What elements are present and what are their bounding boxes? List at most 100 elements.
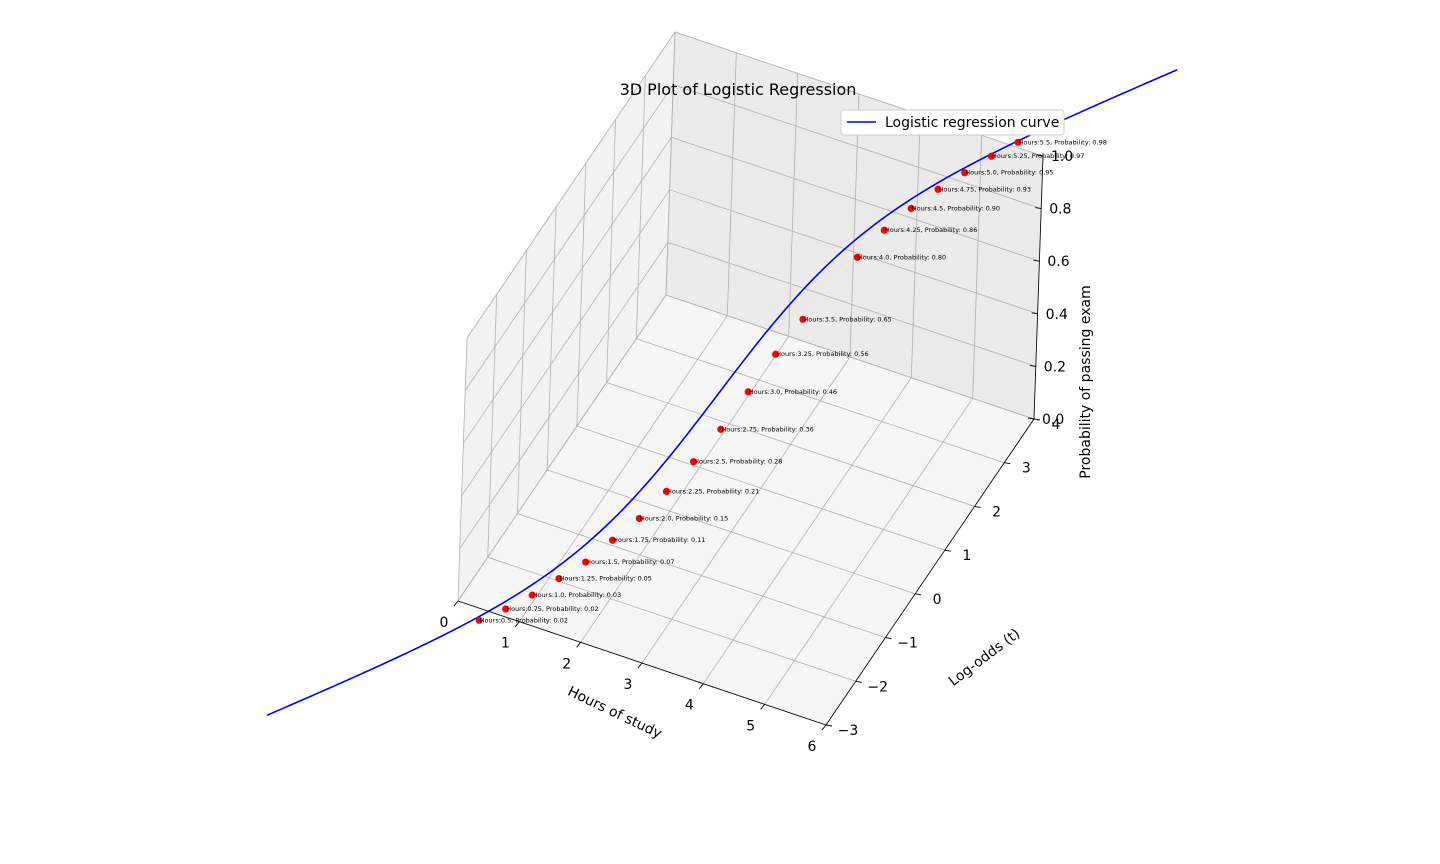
- x-tick-mark: [453, 600, 459, 607]
- point-annotation: Hours:5.5, Probability: 0.98: [1019, 138, 1107, 146]
- y-axis-label: Log-odds (t): [946, 626, 1023, 690]
- point-annotation: Hours:3.25, Probability: 0.56: [776, 350, 868, 358]
- z-gridline: [457, 294, 1035, 602]
- legend: Logistic regression curve: [840, 109, 1065, 136]
- legend-label: Logistic regression curve: [885, 115, 1059, 131]
- data-point: [853, 253, 861, 261]
- z-tick-mark: [1027, 417, 1035, 420]
- point-annotation: Hours:2.75, Probability: 0.36: [721, 425, 813, 433]
- data-point: [608, 536, 617, 544]
- y-tick-label: −1: [897, 636, 918, 652]
- point-annotations: Hours:0.5, Probability: 0.02 Hours:0.75, …: [480, 138, 1107, 624]
- data-point: [635, 514, 644, 523]
- y-tick-mark: [885, 637, 892, 640]
- data-point: [907, 204, 915, 213]
- x-tick-label: 6: [808, 739, 817, 755]
- data-point: [475, 616, 483, 624]
- data-point: [987, 152, 996, 160]
- x-tick-mark: [698, 683, 704, 689]
- x-tick-mark: [821, 724, 827, 731]
- y-tick-label: 3: [1022, 461, 1031, 477]
- z-tick-label: 0.8: [1049, 202, 1071, 218]
- point-annotation: Hours:0.5, Probability: 0.02: [480, 616, 568, 624]
- point-annotation: Hours:2.25, Probability: 0.21: [667, 487, 759, 495]
- data-point: [502, 605, 510, 613]
- x-tick-mark: [637, 662, 643, 669]
- y-tick-mark: [1004, 462, 1011, 465]
- x-tick-label: 2: [562, 656, 571, 672]
- data-points: [475, 138, 1022, 624]
- data-point: [1014, 138, 1022, 146]
- x-tick-label: 1: [501, 636, 510, 652]
- x-tick-mark: [514, 621, 520, 627]
- x-tick-label: 0: [440, 615, 449, 631]
- z-axis-ticks: 0.0 0.2 0.4 0.6 0.8 1.0: [1027, 149, 1073, 428]
- z-tick-mark: [1033, 259, 1040, 262]
- left-pane: [458, 32, 675, 601]
- z-gridline: [461, 189, 1038, 497]
- point-annotation: Hours:1.25, Probability: 0.05: [559, 575, 651, 583]
- y-tick-label: 4: [1052, 417, 1061, 433]
- x-axis-label: Hours of study: [565, 684, 664, 742]
- point-annotation: Hours:1.75, Probability: 0.11: [613, 536, 705, 544]
- y-axis-line: [825, 418, 1035, 726]
- z-tick-mark: [1031, 312, 1038, 315]
- data-point: [662, 487, 671, 495]
- point-annotation: Hours:0.75, Probability: 0.02: [506, 605, 598, 613]
- curve-line: [266, 69, 1178, 717]
- point-annotation: Hours:2.0, Probability: 0.15: [640, 514, 728, 522]
- z-tick-label: 0.4: [1046, 307, 1068, 323]
- point-annotation: Hours:5.0, Probability: 0.95: [965, 169, 1053, 177]
- z-tick-label: 0.2: [1044, 359, 1066, 375]
- data-point: [690, 458, 698, 466]
- data-point: [772, 350, 780, 358]
- point-annotation: Hours:4.5, Probability: 0.90: [912, 204, 1000, 212]
- chart-title: 3D Plot of Logistic Regression: [620, 80, 857, 99]
- z-gridline: [459, 241, 1036, 549]
- x-tick-label: 4: [685, 698, 694, 714]
- z-gridline: [464, 84, 1042, 391]
- y-tick-mark: [974, 505, 981, 508]
- point-annotation: Hours:1.0, Probability: 0.03: [533, 591, 621, 599]
- z-tick-label: 0.0: [1042, 412, 1064, 428]
- y-tick-label: 0: [933, 592, 942, 608]
- point-annotation: Hours:1.5, Probability: 0.07: [586, 558, 674, 566]
- x-axis-ticks: 0 1 2 3 4 5 6: [440, 600, 827, 755]
- y-tick-label: 2: [992, 504, 1001, 520]
- data-point: [799, 315, 807, 323]
- y-tick-label: −2: [867, 679, 888, 695]
- z-tick-label: 0.6: [1047, 254, 1069, 270]
- data-point: [880, 226, 888, 234]
- data-point: [582, 558, 590, 566]
- data-point: [961, 169, 969, 177]
- y-tick-label: 1: [962, 548, 971, 564]
- x-tick-mark: [760, 704, 766, 710]
- y-tick-mark: [1033, 418, 1041, 421]
- z-axis-line: [1033, 155, 1044, 420]
- regression-curve: [266, 69, 1178, 717]
- z-tick-mark: [1029, 364, 1036, 367]
- data-point: [744, 388, 752, 396]
- y-tick-mark: [915, 593, 922, 596]
- data-point: [555, 574, 563, 583]
- x-tick-label: 5: [746, 718, 755, 734]
- y-axis-ticks: −3 −2 −1 0 1 2 3 4: [825, 417, 1061, 739]
- x-tick-label: 3: [624, 677, 633, 693]
- y-tick-mark: [944, 549, 951, 552]
- point-annotation: Hours:4.0, Probability: 0.80: [858, 253, 946, 261]
- point-annotation: Hours:4.25, Probability: 0.86: [885, 226, 977, 234]
- x-tick-mark: [576, 642, 582, 648]
- point-annotation: Hours:2.5, Probability: 0.28: [694, 458, 782, 466]
- y-tick-mark: [855, 680, 862, 683]
- legend-box: [840, 109, 1065, 136]
- z-tick-mark: [1036, 154, 1044, 157]
- point-annotation: Hours:3.0, Probability: 0.46: [749, 388, 837, 396]
- z-gridline: [463, 136, 1040, 444]
- z-axis-label: Probability of passing exam: [1078, 285, 1094, 478]
- data-point: [934, 185, 942, 193]
- point-annotation: Hours:4.75, Probability: 0.93: [939, 185, 1031, 193]
- y-tick-mark: [825, 724, 833, 727]
- point-annotation: Hours:3.5, Probability: 0.65: [803, 315, 891, 323]
- y-tick-label: −3: [838, 723, 859, 739]
